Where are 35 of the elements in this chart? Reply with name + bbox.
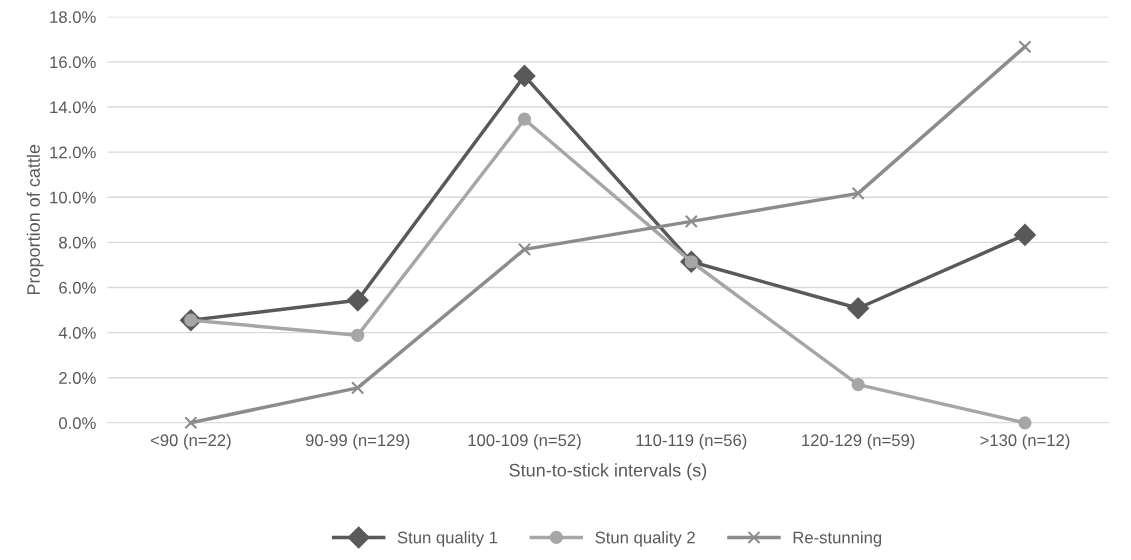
point: [351, 381, 365, 395]
point: [851, 186, 865, 201]
x-tick-label: >130 (n=12): [980, 433, 1070, 450]
point: [184, 416, 198, 430]
legend-label: Stun quality 1: [397, 531, 498, 547]
y-tick-label: 8.0%: [59, 236, 96, 249]
x-tick-label: <90 (n=22): [150, 433, 231, 450]
x-tick-label: 110-119 (n=56): [636, 433, 747, 450]
y-tick-label: 18.0%: [50, 11, 96, 23]
x-axis-title: Stun-to-stick intervals (s): [509, 463, 707, 481]
x-tick-label: 100-109 (n=52): [468, 433, 581, 450]
point: [851, 378, 865, 392]
x-tick-label: 90-99 (n=129): [305, 433, 410, 450]
legend-label: Re-stunning: [793, 531, 882, 547]
x-tick-label: 120-129 (n=59): [802, 433, 915, 450]
y-tick-label: 14.0%: [50, 101, 96, 114]
y-tick-label: 2.0%: [59, 372, 96, 384]
point: [1018, 40, 1032, 54]
y-tick-label: 12.0%: [50, 146, 96, 159]
point: [1018, 416, 1032, 430]
point: [517, 112, 532, 126]
y-tick-label: 6.0%: [59, 281, 96, 294]
point: [847, 297, 870, 320]
y-tick-label: 10.0%: [50, 191, 96, 204]
legend-label: Stun quality 2: [595, 531, 695, 547]
y-tick-label: 0.0%: [59, 417, 96, 429]
y-axis-title: Proportion of cattle: [26, 144, 44, 295]
y-tick-label: 4.0%: [58, 326, 96, 339]
point: [684, 214, 698, 228]
point: [346, 289, 369, 312]
point: [517, 242, 532, 256]
point: [1014, 224, 1036, 246]
point: [513, 65, 536, 87]
y-tick-label: 16.0%: [50, 56, 96, 69]
point: [351, 328, 365, 342]
